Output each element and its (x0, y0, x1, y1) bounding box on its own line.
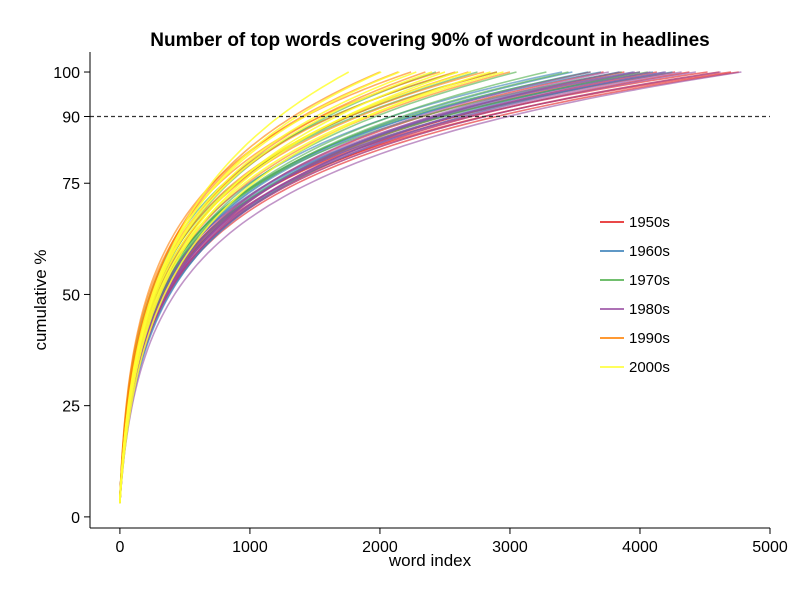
legend-label-2000s: 2000s (629, 359, 670, 376)
x-tick-label-5000: 5000 (752, 539, 788, 556)
series-line-1980s-1 (119, 71, 742, 502)
legend: 1950s 1960s 1970s 1980s 1990s 2000s (600, 214, 670, 376)
x-tick-label-0: 0 (115, 539, 124, 556)
y-tick-label-0: 0 (71, 510, 80, 527)
legend-label-1960s: 1960s (629, 243, 670, 260)
legend-item-1970s: 1970s (600, 272, 670, 289)
legend-item-2000s: 2000s (600, 359, 670, 376)
series-2000s (119, 71, 504, 504)
series-line-1970s-5 (119, 71, 547, 501)
legend-item-1960s: 1960s (600, 243, 670, 260)
legend-label-1970s: 1970s (629, 272, 670, 289)
legend-item-1980s: 1980s (600, 301, 670, 318)
series-line-1970s-6 (119, 71, 517, 500)
legend-label-1990s: 1990s (629, 330, 670, 347)
y-tick-label-50: 50 (62, 287, 80, 304)
x-tick-label-1000: 1000 (232, 539, 268, 556)
legend-label-1980s: 1980s (629, 301, 670, 318)
series-line-1980s-8 (119, 71, 621, 498)
legend-item-1990s: 1990s (600, 330, 670, 347)
x-tick-label-2000: 2000 (362, 539, 398, 556)
series-line-1970s-3 (119, 71, 591, 498)
x-tick-label-3000: 3000 (492, 539, 528, 556)
y-tick-label-100: 100 (53, 65, 80, 82)
series-line-1950s-5 (119, 71, 690, 501)
chart-title: Number of top words covering 90% of word… (150, 30, 710, 51)
series-line-2000s-10 (119, 71, 350, 503)
legend-item-1950s: 1950s (600, 214, 670, 231)
series-line-2000s-2 (119, 71, 491, 502)
y-tick-label-75: 75 (62, 176, 80, 193)
series-line-1970s-4 (119, 71, 569, 502)
x-axis-label: word index (388, 551, 472, 570)
axes-layer: 0 1000 2000 3000 4000 5000 0 25 50 75 90 100 (53, 52, 788, 556)
series-line-1960s-9 (119, 71, 573, 502)
y-tick-label-25: 25 (62, 399, 80, 416)
x-tick-label-4000: 4000 (622, 539, 658, 556)
y-tick-label-90: 90 (62, 110, 80, 127)
series-layer (119, 71, 742, 504)
legend-label-1950s: 1950s (629, 214, 670, 231)
